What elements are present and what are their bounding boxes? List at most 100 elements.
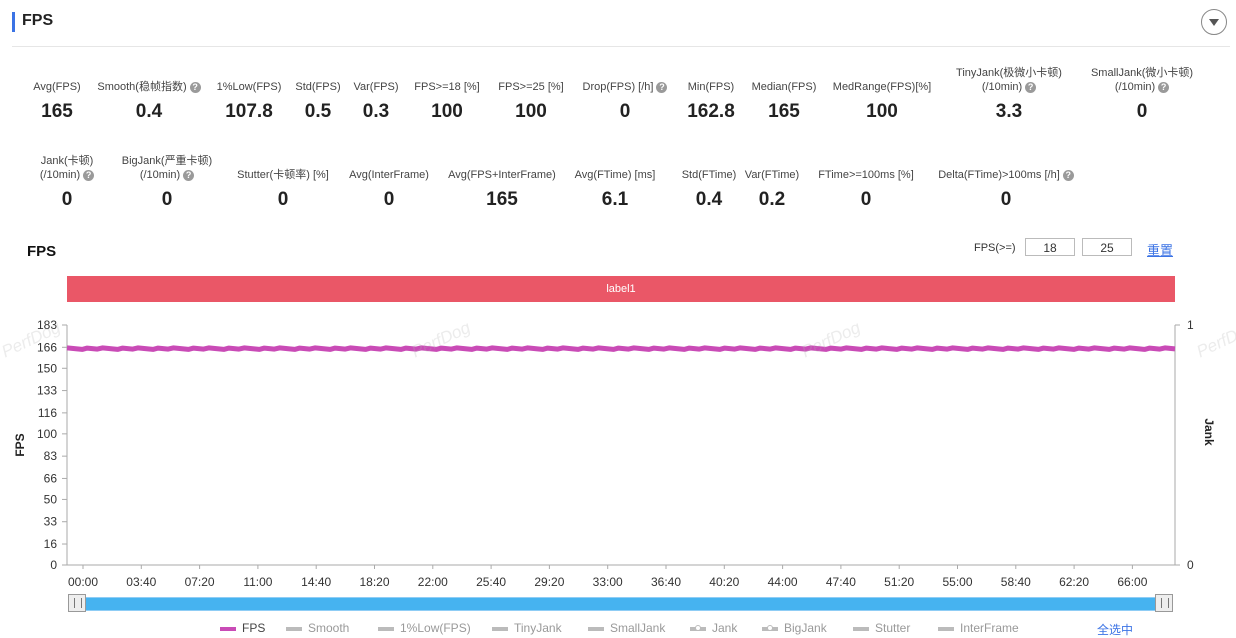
- x-tick-label: 03:40: [126, 575, 156, 589]
- help-icon[interactable]: ?: [1025, 81, 1037, 93]
- y2-tick-label: 1: [1187, 318, 1194, 332]
- select-all-link[interactable]: 全选中: [1097, 623, 1134, 637]
- legend-item[interactable]: TinyJank: [492, 621, 562, 635]
- x-tick-label: 11:00: [243, 575, 272, 589]
- legend-item[interactable]: Stutter: [853, 621, 910, 635]
- stat-row2-7: Var(FTime) 0.2: [692, 154, 852, 211]
- x-tick-label: 33:00: [593, 575, 623, 589]
- y-tick-label: 16: [44, 537, 58, 551]
- stat-label: BigJank(严重卡顿) (/10min)?: [87, 154, 247, 182]
- stat-label: Avg(FTime) [ms]: [535, 154, 695, 182]
- stat-value: 0: [61, 189, 73, 210]
- stat-value: 0.5: [304, 101, 332, 122]
- stat-label-text: Avg(FPS+InterFrame): [448, 169, 556, 181]
- stat-label: SmallJank(微小卡顿) (/10min)?: [1062, 66, 1222, 94]
- stat-value: 0: [383, 189, 395, 210]
- help-icon[interactable]: ?: [1062, 169, 1074, 181]
- help-icon[interactable]: ?: [183, 169, 195, 181]
- stat-label-text: Avg(InterFrame): [349, 169, 429, 181]
- y-tick-label: 116: [38, 406, 57, 420]
- stat-value: 0: [1000, 189, 1012, 210]
- legend-label: Smooth: [308, 621, 350, 635]
- legend-swatch-icon: [286, 626, 302, 631]
- help-icon[interactable]: ?: [189, 81, 201, 93]
- stat-label: Var(FTime): [692, 154, 852, 182]
- stat-label-unit: (/10min): [139, 169, 181, 181]
- stat-label: Stutter(卡顿率) [%]: [203, 154, 363, 182]
- legend-item[interactable]: 1%Low(FPS): [378, 621, 471, 635]
- x-tick-label: 18:20: [359, 575, 389, 589]
- fps-threshold-input-1[interactable]: 18: [1025, 238, 1075, 256]
- stat-label-text: Jank(卡顿): [40, 155, 94, 167]
- legend-swatch-icon: [853, 626, 869, 631]
- stat-label-text: Std(FTime): [681, 169, 737, 181]
- time-range-slider[interactable]: [68, 597, 1172, 611]
- stat-row2-3: Avg(InterFrame) 0: [309, 154, 469, 211]
- y-tick-label: 183: [37, 318, 57, 332]
- stat-value: 0: [860, 189, 872, 210]
- legend-item[interactable]: SmallJank: [588, 621, 665, 635]
- stat-label-text: FTime>=100ms [%]: [818, 169, 914, 181]
- stat-value: 162.8: [687, 101, 735, 122]
- help-icon[interactable]: ?: [1158, 81, 1170, 93]
- stat-value: 0: [1136, 101, 1148, 122]
- x-tick-label: 55:00: [942, 575, 972, 589]
- x-tick-label: 58:40: [1001, 575, 1031, 589]
- y-tick-label: 133: [37, 384, 57, 398]
- x-tick-label: 66:00: [1117, 575, 1147, 589]
- x-tick-label: 25:40: [476, 575, 506, 589]
- x-tick-label: 51:20: [884, 575, 914, 589]
- legend-item[interactable]: Jank: [690, 621, 737, 635]
- stat-label-text: SmallJank(微小卡顿): [1090, 67, 1194, 79]
- help-icon[interactable]: ?: [83, 169, 95, 181]
- stat-row1-0: Avg(FPS) 165: [0, 66, 137, 123]
- stat-label-text: Median(FPS): [751, 81, 817, 93]
- stat-label-text: FPS>=25 [%]: [498, 81, 564, 93]
- y-tick-label: 83: [44, 449, 58, 463]
- stat-row1-2: 1%Low(FPS) 107.8: [169, 66, 329, 123]
- x-tick-label: 40:20: [709, 575, 739, 589]
- stat-value: 100: [866, 101, 898, 122]
- series-line-fps: [66, 345, 1176, 352]
- stat-label-text: FPS>=18 [%]: [414, 81, 480, 93]
- stat-label-text: Stutter(卡顿率) [%]: [237, 169, 329, 181]
- reset-link[interactable]: 重置: [1147, 243, 1174, 258]
- stat-label: TinyJank(极微小卡顿) (/10min)?: [929, 66, 1089, 94]
- legend-label: FPS: [242, 621, 266, 635]
- stat-row2-4: Avg(FPS+InterFrame) 165: [422, 154, 582, 211]
- fps-threshold-input-2[interactable]: 25: [1082, 238, 1132, 256]
- stat-row1-6: FPS>=25 [%] 100: [451, 66, 611, 123]
- y-axis-title: FPS: [13, 433, 27, 456]
- chart-title: FPS: [27, 243, 57, 260]
- stat-value: 0.3: [362, 101, 390, 122]
- stat-row1-7: Drop(FPS) [/h]? 0: [545, 66, 705, 123]
- stat-value: 165: [768, 101, 800, 122]
- stat-value: 3.3: [995, 101, 1023, 122]
- y-tick-label: 50: [44, 492, 58, 506]
- stat-label: Var(FPS): [296, 66, 456, 94]
- stat-label: Smooth(稳帧指数)?: [69, 66, 229, 94]
- slider-handle-right[interactable]: [1155, 594, 1173, 612]
- x-tick-label: 22:00: [418, 575, 448, 589]
- y2-axis-title: Jank: [1202, 418, 1216, 446]
- section-title: FPS: [22, 12, 54, 29]
- legend-swatch-icon: [220, 626, 236, 631]
- legend-item[interactable]: BigJank: [762, 621, 827, 635]
- label-bar[interactable]: label1: [67, 276, 1175, 302]
- stat-row1-5: FPS>=18 [%] 100: [367, 66, 527, 123]
- slider-handle-left[interactable]: [68, 594, 86, 612]
- help-icon[interactable]: ?: [656, 81, 668, 93]
- stat-label-text: Avg(FTime) [ms]: [574, 169, 656, 181]
- y2-tick-label: 0: [1187, 558, 1194, 572]
- legend-item[interactable]: InterFrame: [938, 621, 1019, 635]
- stat-value: 100: [431, 101, 463, 122]
- legend-item[interactable]: Smooth: [286, 621, 349, 635]
- stat-label: Min(FPS): [631, 66, 791, 94]
- legend-swatch-icon: [492, 626, 508, 631]
- stat-value: 107.8: [225, 101, 273, 122]
- legend-item[interactable]: FPS: [220, 621, 265, 635]
- stat-value: 6.1: [601, 189, 629, 210]
- collapse-toggle-icon[interactable]: [1201, 9, 1227, 35]
- stat-label-text: Std(FPS): [295, 81, 341, 93]
- legend-swatch-icon: [762, 624, 778, 631]
